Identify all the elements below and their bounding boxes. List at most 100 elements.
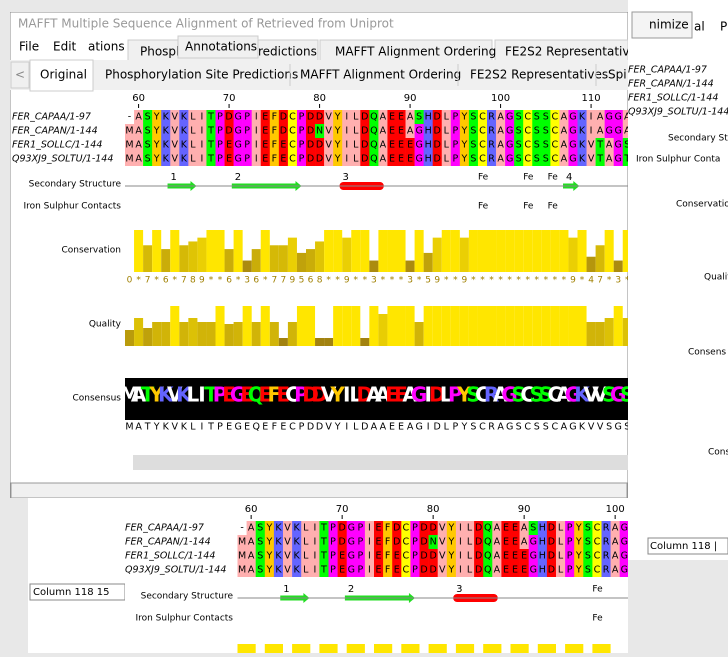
- residue: T: [320, 551, 327, 562]
- tab[interactable]: al: [694, 20, 705, 34]
- residue-cell: [273, 563, 284, 577]
- conservation-bar: [387, 230, 397, 272]
- residue: Q: [370, 140, 377, 151]
- residue-cell: [450, 152, 461, 166]
- residue-cell: [419, 535, 429, 549]
- residue-cell: [306, 110, 316, 124]
- residue: D: [307, 112, 314, 123]
- fe-label: Fe: [523, 202, 534, 212]
- residue-cell: [510, 549, 520, 563]
- status: Column 118 15: [33, 587, 109, 598]
- residue: -: [240, 523, 243, 534]
- tab[interactable]: Spi: [608, 68, 627, 82]
- residue-cell: [292, 521, 302, 535]
- logo-letter: D: [429, 383, 446, 407]
- residue: S: [543, 112, 549, 123]
- residue: E: [280, 140, 286, 151]
- residue-cell: [383, 535, 393, 549]
- tab[interactable]: P: [720, 20, 727, 34]
- residue-cell: [401, 535, 411, 549]
- tab[interactable]: Original: [40, 68, 87, 82]
- residue: K: [294, 537, 301, 548]
- quality-bar: [251, 322, 261, 346]
- menu-item[interactable]: ations: [88, 40, 125, 54]
- fe-label: Fe: [523, 173, 534, 183]
- tab[interactable]: MAFFT Alignment Ordering: [300, 68, 461, 82]
- residue: E: [394, 565, 400, 576]
- ruler-label: 60: [245, 504, 258, 515]
- residue: L: [303, 523, 309, 534]
- consensus-residue: C: [552, 422, 559, 433]
- residue: E: [339, 551, 345, 562]
- residue: Y: [447, 565, 454, 576]
- residue: T: [207, 112, 214, 123]
- residue-cell: [170, 124, 180, 138]
- residue: D: [225, 112, 232, 123]
- residue-cell: [455, 563, 466, 577]
- tab[interactable]: MAFFT Alignment Ordering: [335, 45, 496, 59]
- minimize-button[interactable]: nimize: [649, 18, 689, 32]
- sequence-name: FER_CAPAA/1-97: [125, 523, 204, 534]
- logo-letter: L: [187, 383, 200, 407]
- residue-cell: [492, 521, 502, 535]
- conservation-bar: [269, 245, 279, 272]
- fe-label: Fe: [592, 614, 603, 624]
- residue-cell: [592, 549, 602, 563]
- residue: E: [503, 565, 509, 576]
- conservation-bar: [477, 230, 487, 272]
- residue: S: [145, 112, 151, 123]
- residue-cell: [523, 152, 533, 166]
- residue: L: [558, 551, 564, 562]
- consensus-residue: P: [299, 422, 305, 433]
- logo-letter: D: [302, 383, 319, 407]
- residue-cell: [410, 563, 420, 577]
- structure-label: 4: [566, 172, 572, 183]
- residue: Q: [484, 551, 491, 562]
- residue-cell: [278, 152, 289, 166]
- conservation-label: 7: [281, 276, 287, 286]
- residue: L: [444, 154, 450, 165]
- residue-cell: [292, 535, 302, 549]
- tab-scroll[interactable]: <: [15, 68, 25, 82]
- residue: I: [459, 565, 462, 576]
- residue-cell: [428, 535, 438, 549]
- tab[interactable]: redictions: [258, 45, 317, 59]
- consensus-residue: R: [488, 422, 495, 433]
- residue-cell: [278, 124, 289, 138]
- conservation-bar: [197, 237, 207, 272]
- tab[interactable]: FE2S2 Representatives: [470, 68, 608, 82]
- menu-item[interactable]: File: [19, 40, 39, 54]
- residue: H: [425, 154, 432, 165]
- structure-label: 2: [348, 584, 354, 595]
- residue-cell: [197, 138, 207, 152]
- residue-cell: [383, 549, 393, 563]
- conservation-label: 9: [344, 276, 350, 286]
- residue: S: [470, 126, 476, 137]
- annotation-label: Quality: [89, 320, 122, 330]
- residue: S: [257, 537, 263, 548]
- residue-cell: [264, 563, 275, 577]
- residue-cell: [437, 521, 448, 535]
- tab[interactable]: Annotations: [185, 40, 257, 54]
- residue-cell: [337, 549, 347, 563]
- residue: C: [289, 112, 296, 123]
- residue: C: [594, 551, 601, 562]
- residue: P: [244, 126, 250, 137]
- residue-cell: [319, 535, 329, 549]
- conservation-label: 3: [615, 276, 621, 286]
- residue-cell: [233, 152, 243, 166]
- tab[interactable]: Phosph: [140, 45, 184, 59]
- residue: K: [579, 126, 586, 137]
- residue-cell: [647, 563, 656, 577]
- residue: V: [284, 537, 291, 548]
- tab[interactable]: FE2S2 Representatives: [505, 45, 643, 59]
- residue-cell: [568, 110, 578, 124]
- conservation-label: 6: [253, 276, 259, 286]
- consensus-residue: A: [380, 422, 387, 433]
- residue-cell: [179, 110, 189, 124]
- menu-item[interactable]: Edit: [53, 40, 77, 54]
- quality-bar: [405, 306, 415, 346]
- tab[interactable]: Phosphorylation Site Predictions: [105, 68, 298, 82]
- bar-fragment: [319, 644, 338, 653]
- residue: D: [429, 565, 436, 576]
